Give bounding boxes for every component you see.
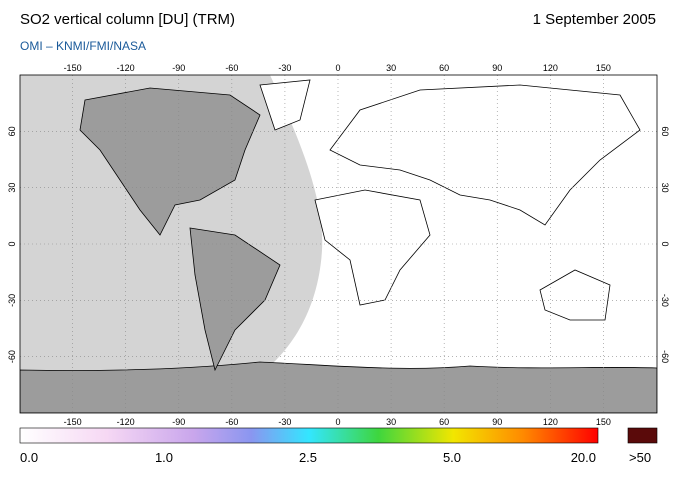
lon-tick-label: -60 [225,63,238,73]
map [20,75,657,413]
lat-tick-label: -60 [660,350,670,363]
lon-tick-label: 90 [492,417,502,427]
lat-tick-label: 60 [660,126,670,136]
lon-tick-label: 60 [439,63,449,73]
australia [539,269,611,321]
date: 1 September 2005 [533,11,656,28]
lon-tick-label: 0 [335,417,340,427]
africa [314,189,431,306]
colorbar-labels: 0.0 1.0 2.5 5.0 20.0 [20,450,596,465]
lon-tick-label: 0 [335,63,340,73]
lat-tick-label: -60 [7,350,17,363]
lon-tick-label: 30 [386,63,396,73]
north-america [79,87,261,236]
lat-tick-label: -30 [7,294,17,307]
lon-tick-label: -150 [64,63,82,73]
lon-tick-label: -120 [117,417,135,427]
greenland [259,79,311,131]
lon-tick-label: 150 [596,63,611,73]
lon-tick-label: -90 [172,63,185,73]
subtitle: OMI – KNMI/FMI/NASA [20,39,146,53]
lon-tick-label: 30 [386,417,396,427]
overflow-label: >50 [629,450,651,465]
grid [20,75,657,413]
colorbar-label: 20.0 [571,450,596,465]
lat-tick-label: 0 [660,241,670,246]
colorbar [19,427,599,444]
colorbar-label: 2.5 [299,450,317,465]
lon-tick-label: -90 [172,417,185,427]
colorbar-label: 0.0 [20,450,38,465]
south-america [189,227,281,372]
lon-tick-label: 60 [439,417,449,427]
lon-tick-label: -120 [117,63,135,73]
map-frame [19,74,658,414]
lat-tick-label: 60 [7,126,17,136]
lat-tick-label: 30 [660,183,670,193]
lon-tick-label: 90 [492,63,502,73]
lon-tick-label: 150 [596,417,611,427]
lat-tick-label: 0 [7,241,17,246]
colorbar-overflow [627,427,658,444]
lon-tick-label: -60 [225,417,238,427]
title: SO2 vertical column [DU] (TRM) [20,11,235,28]
ticks: -150 -150 -120 -120 -90 -90 -60 -60 -30 -30 0 0 30 30… [7,63,670,427]
colorbar-label: 5.0 [443,450,461,465]
colorbar-label: 1.0 [155,450,173,465]
lon-tick-label: -30 [278,417,291,427]
lat-tick-label: 30 [7,183,17,193]
lon-tick-label: -30 [278,63,291,73]
lon-tick-label: 120 [543,417,558,427]
lon-tick-label: -150 [64,417,82,427]
eurasia [329,84,641,226]
lat-tick-label: -30 [660,294,670,307]
lon-tick-label: 120 [543,63,558,73]
antarctica [20,361,657,413]
